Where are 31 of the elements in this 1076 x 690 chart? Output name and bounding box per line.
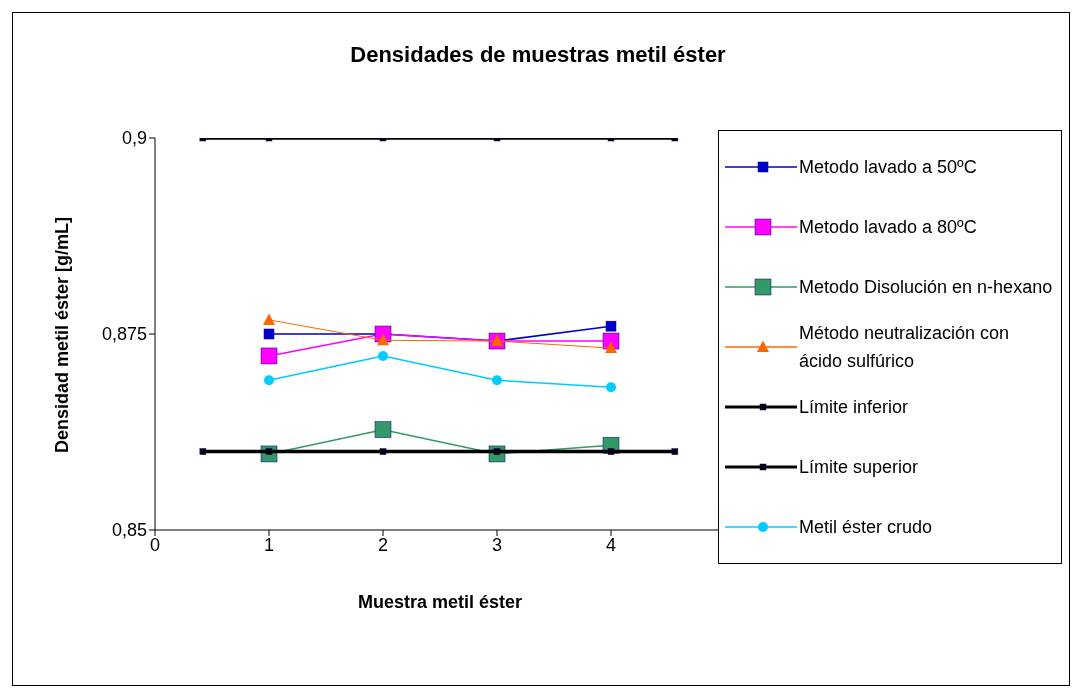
x-tick-label: 0 xyxy=(149,534,161,555)
y-tick-label: 0,9 xyxy=(121,128,147,149)
legend-label: Límite superior xyxy=(799,456,919,479)
point xyxy=(606,382,616,393)
legend-label: Metodo lavado a 50ºC xyxy=(799,156,977,179)
chart-title: Densidades de muestras metil éster xyxy=(349,42,727,68)
x-axis-title: Muestra metil éster xyxy=(356,592,524,613)
point xyxy=(607,448,615,455)
x-tick-label: 2 xyxy=(377,534,389,555)
point xyxy=(264,375,274,386)
legend-label: Límite inferior xyxy=(799,396,909,419)
point xyxy=(199,448,207,455)
legend-label: Metil éster crudo xyxy=(799,516,933,539)
point xyxy=(492,375,502,386)
point xyxy=(671,448,679,455)
y-tick-label: 0,875 xyxy=(101,324,147,345)
legend-label: Metodo Disolución en n-hexano xyxy=(799,276,1053,299)
point xyxy=(260,347,278,365)
point xyxy=(379,448,387,455)
point xyxy=(263,328,275,340)
x-tick-label: 1 xyxy=(263,534,275,555)
y-tick-label: 0,85 xyxy=(111,520,147,541)
legend-label: Método neutralización con ácido sulfúrico xyxy=(799,322,1011,373)
point xyxy=(605,320,617,332)
x-tick-label: 3 xyxy=(491,534,503,555)
point xyxy=(374,421,392,438)
y-axis-title: Densidad metil éster [g/mL] xyxy=(51,216,73,454)
legend-label: Metodo lavado a 80ºC xyxy=(799,216,977,239)
point xyxy=(263,313,275,325)
x-tick-label: 4 xyxy=(605,534,617,555)
point xyxy=(378,350,388,361)
